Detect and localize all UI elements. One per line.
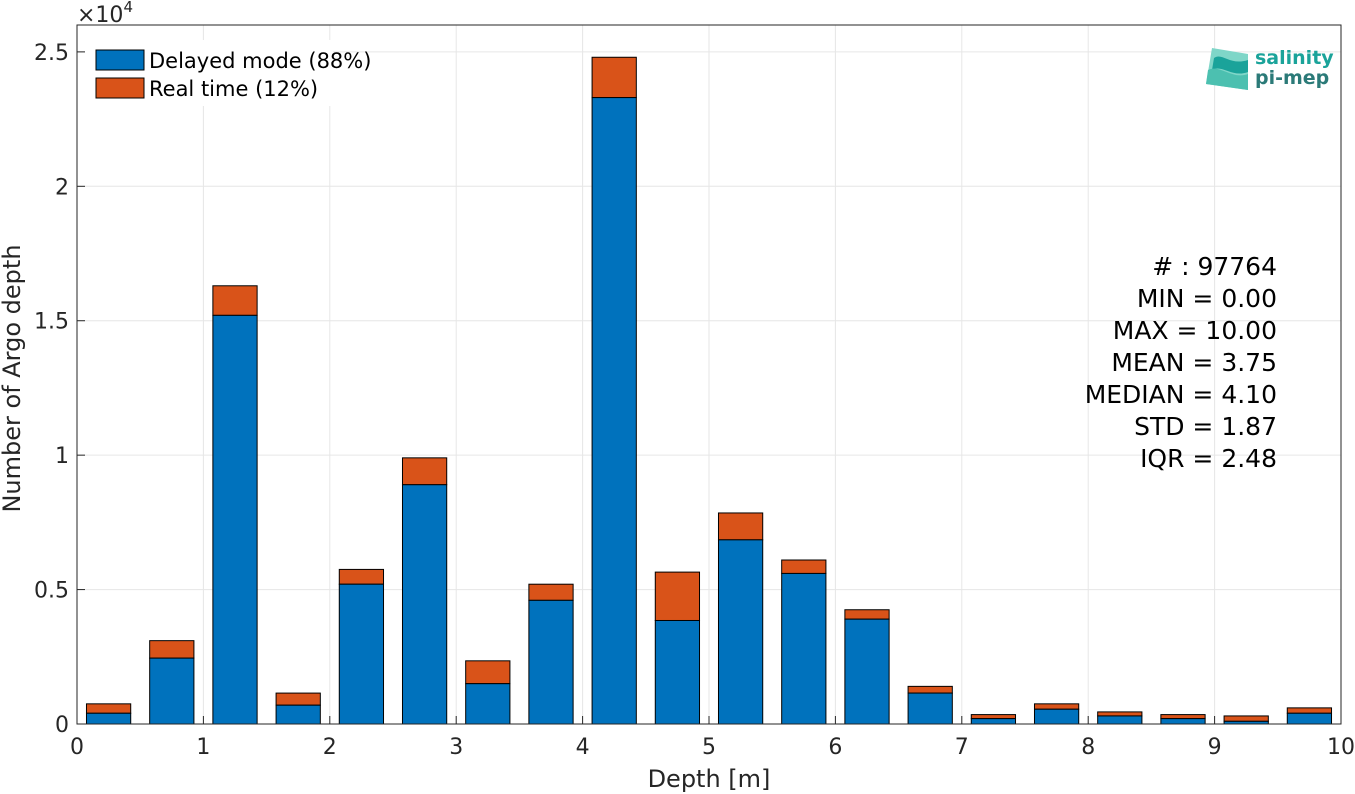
- y-tick-labels: 0 0.5 1 1.5 2 2.5: [34, 41, 69, 738]
- bar-delayed-mode: [465, 683, 511, 725]
- wave-logo-icon: [1206, 48, 1248, 90]
- bar-real-time: [844, 609, 890, 620]
- bar-delayed-mode: [1097, 715, 1143, 725]
- bar-delayed-mode: [907, 692, 953, 725]
- bar-real-time: [212, 285, 258, 316]
- x-tick-label: 0: [70, 735, 84, 760]
- x-tick-labels: 0 1 2 3 4 5 6 7 8 9 10: [70, 735, 1355, 760]
- x-tick-label: 4: [576, 735, 590, 760]
- y-tick-label: 0: [55, 713, 69, 738]
- bar-real-time: [465, 660, 511, 685]
- bar-real-time: [1160, 714, 1206, 720]
- y-tick-label: 2: [55, 175, 69, 200]
- bar-delayed-mode: [781, 572, 827, 725]
- bar-delayed-mode: [717, 539, 764, 725]
- logo-text-salinity: salinity: [1255, 47, 1334, 69]
- bar-delayed-mode: [275, 704, 321, 725]
- bar-real-time: [781, 559, 827, 574]
- grid-lines: [76, 25, 1342, 725]
- bar-real-time: [401, 457, 448, 486]
- bar-real-time: [717, 512, 764, 541]
- y-tick-label: 1: [55, 444, 69, 469]
- bar-delayed-mode: [654, 619, 701, 725]
- bar-delayed-mode: [212, 314, 258, 725]
- x-tick-label: 9: [1208, 735, 1222, 760]
- bar-real-time: [149, 640, 195, 659]
- stat-line: # : 97764: [1152, 252, 1277, 281]
- bar-delayed-mode: [149, 657, 195, 725]
- bar-delayed-mode: [85, 712, 132, 725]
- y-tick-label: 2.5: [34, 41, 69, 66]
- x-axis-label: Depth [m]: [648, 765, 771, 793]
- bar-delayed-mode: [591, 97, 637, 725]
- x-tick-label: 3: [449, 735, 463, 760]
- stat-line: MEDIAN = 4.10: [1085, 380, 1277, 409]
- bar-real-time: [970, 714, 1017, 720]
- bar-real-time: [654, 571, 701, 621]
- legend-swatch-delayed: [95, 49, 145, 71]
- y-tick-label: 1.5: [34, 310, 69, 335]
- x-tick-label: 2: [323, 735, 337, 760]
- x-tick-label: 7: [955, 735, 969, 760]
- statistics-box: # : 97764 MIN = 0.00 MAX = 10.00 MEAN = 3.7…: [1085, 252, 1277, 473]
- bar-real-time: [338, 568, 385, 585]
- stat-line: IQR = 2.48: [1140, 444, 1277, 473]
- bar-delayed-mode: [1286, 712, 1333, 725]
- y-tick-label: 0.5: [34, 579, 69, 604]
- x-tick-label: 6: [828, 735, 842, 760]
- bar-delayed-mode: [970, 718, 1017, 725]
- bar-real-time: [1286, 707, 1333, 714]
- bar-delayed-mode: [401, 484, 448, 725]
- stat-line: MAX = 10.00: [1113, 316, 1277, 345]
- bars: [85, 56, 1333, 725]
- x-tick-label: 8: [1081, 735, 1095, 760]
- salinity-pi-mep-logo: salinity pi-mep: [1206, 47, 1334, 90]
- bar-delayed-mode: [1033, 708, 1080, 725]
- x-tick-label: 1: [196, 735, 210, 760]
- plot-area-border: [76, 24, 1342, 725]
- bar-real-time: [591, 56, 637, 99]
- legend-label-realtime: Real time (12%): [149, 77, 318, 101]
- legend-swatch-realtime: [95, 77, 145, 99]
- bar-real-time: [1223, 715, 1269, 722]
- bar-real-time: [275, 692, 321, 706]
- y-axis-label: Number of Argo depth: [0, 244, 26, 512]
- bar-real-time: [85, 703, 132, 714]
- stat-line: MIN = 0.00: [1137, 284, 1277, 313]
- bar-real-time: [528, 583, 574, 601]
- bar-delayed-mode: [1160, 718, 1206, 725]
- x-tick-label: 10: [1327, 735, 1355, 760]
- legend: Delayed mode (88%) Real time (12%): [85, 40, 371, 106]
- stat-line: MEAN = 3.75: [1111, 348, 1277, 377]
- bar-delayed-mode: [338, 583, 385, 725]
- bar-real-time: [1097, 711, 1143, 717]
- stat-line: STD = 1.87: [1134, 412, 1277, 441]
- bar-real-time: [1033, 703, 1080, 710]
- x-tick-label: 5: [702, 735, 716, 760]
- logo-text-pimep: pi-mep: [1255, 67, 1329, 89]
- y-exponent-label: ×104: [77, 0, 133, 28]
- legend-label-delayed: Delayed mode (88%): [149, 49, 371, 73]
- bar-delayed-mode: [528, 599, 574, 725]
- bar-delayed-mode: [844, 618, 890, 725]
- bar-real-time: [907, 685, 953, 694]
